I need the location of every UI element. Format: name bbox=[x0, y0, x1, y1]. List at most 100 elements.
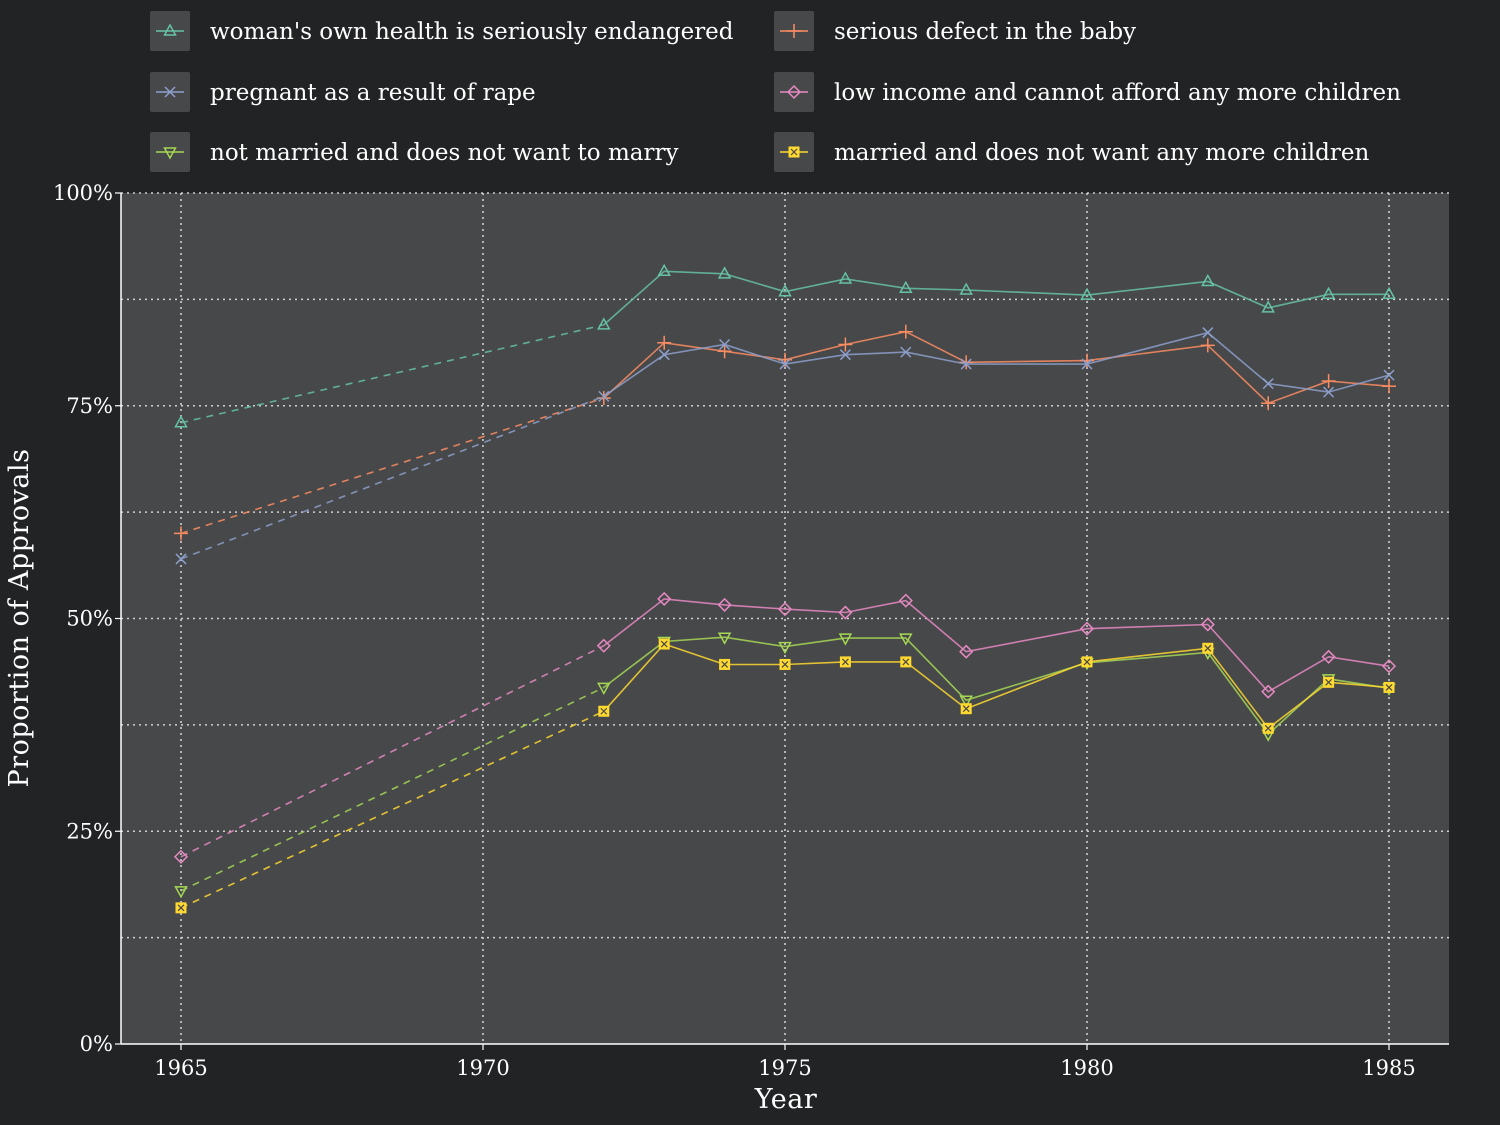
data-point bbox=[959, 355, 974, 370]
data-point bbox=[898, 324, 913, 339]
marker-shape bbox=[838, 605, 853, 620]
data-point bbox=[960, 358, 972, 370]
marker-shape bbox=[1264, 724, 1272, 732]
legend-item-defect: serious defect in the baby bbox=[774, 11, 1136, 51]
series-line bbox=[603, 598, 1390, 693]
data-point bbox=[1262, 722, 1274, 734]
marker-shape bbox=[778, 641, 792, 655]
data-point bbox=[1081, 656, 1093, 668]
marker-shape bbox=[163, 147, 177, 160]
data-point bbox=[1323, 386, 1335, 398]
data-point bbox=[1321, 286, 1336, 300]
data-point bbox=[839, 656, 851, 668]
marker-shape bbox=[778, 284, 792, 297]
data-point bbox=[838, 605, 853, 620]
data-point bbox=[900, 656, 912, 668]
data-point bbox=[717, 344, 732, 359]
data-point bbox=[778, 641, 792, 655]
marker-shape bbox=[1323, 386, 1335, 398]
data-point bbox=[1081, 358, 1093, 370]
data-point bbox=[657, 591, 672, 606]
marker-shape bbox=[902, 658, 910, 666]
legend-label: woman's own health is seriously endanger… bbox=[210, 19, 734, 45]
data-point bbox=[1382, 379, 1396, 394]
marker-shape bbox=[1383, 369, 1395, 381]
data-point bbox=[779, 358, 791, 370]
data-point bbox=[597, 317, 611, 330]
x-tick-label: 1965 bbox=[154, 1056, 207, 1080]
marker-shape bbox=[719, 338, 731, 351]
marker-shape bbox=[1385, 684, 1393, 691]
marker-shape bbox=[721, 661, 729, 668]
series-health bbox=[174, 263, 1396, 428]
y-tick-label: 50% bbox=[66, 607, 113, 631]
marker-shape bbox=[717, 266, 732, 279]
data-point bbox=[1321, 649, 1336, 664]
data-point bbox=[779, 658, 791, 670]
y-tick-label: 75% bbox=[66, 394, 113, 418]
marker-shape bbox=[1325, 678, 1333, 686]
marker-shape bbox=[1081, 358, 1093, 370]
marker-shape bbox=[839, 349, 851, 361]
data-point bbox=[1261, 684, 1276, 699]
legend-item-health: woman's own health is seriously endanger… bbox=[150, 11, 734, 51]
legend-swatch-marker bbox=[786, 84, 802, 100]
marker-shape bbox=[174, 886, 188, 899]
data-point bbox=[838, 271, 853, 284]
marker-shape bbox=[1204, 644, 1212, 652]
data-point bbox=[1200, 338, 1215, 353]
marker-shape bbox=[1202, 327, 1214, 339]
data-point bbox=[597, 682, 611, 695]
y-tick-label: 100% bbox=[53, 181, 113, 205]
data-point bbox=[657, 335, 672, 350]
data-point bbox=[717, 266, 732, 279]
data-point bbox=[717, 597, 732, 612]
tick-labels: 0% 25% 50% 75% 100% 1965 1970 1975 1980 1985 bbox=[53, 181, 1416, 1080]
data-point bbox=[174, 415, 188, 428]
marker-shape bbox=[598, 390, 610, 402]
data-point bbox=[598, 390, 610, 402]
data-point bbox=[900, 346, 912, 358]
data-point bbox=[657, 263, 671, 277]
series-line bbox=[603, 330, 1390, 405]
legend-label: married and does not want any more child… bbox=[834, 140, 1369, 166]
data-point bbox=[1200, 617, 1215, 632]
marker-shape bbox=[658, 349, 670, 361]
marker-shape bbox=[164, 86, 176, 98]
x-axis-title: Year bbox=[754, 1084, 817, 1115]
series-gap-segment bbox=[180, 395, 605, 560]
marker-shape bbox=[781, 661, 789, 668]
marker-shape bbox=[841, 658, 849, 666]
data-point bbox=[658, 349, 670, 361]
legend-swatch-marker bbox=[788, 146, 800, 158]
data-point bbox=[838, 337, 853, 352]
x-tick-label: 1975 bbox=[758, 1056, 811, 1080]
marker-shape bbox=[717, 632, 732, 645]
data-point bbox=[174, 886, 188, 899]
marker-shape bbox=[597, 317, 611, 330]
marker-shape bbox=[1321, 649, 1336, 664]
series-line bbox=[603, 331, 1390, 398]
marker-shape bbox=[790, 148, 798, 156]
data-point bbox=[1202, 327, 1214, 339]
data-point bbox=[658, 638, 670, 650]
data-point bbox=[960, 703, 972, 715]
marker-shape bbox=[786, 84, 802, 100]
data-point bbox=[838, 633, 853, 646]
legend-swatch-marker bbox=[787, 24, 801, 38]
marker-shape bbox=[177, 904, 185, 912]
marker-shape bbox=[597, 682, 611, 695]
series-line bbox=[603, 636, 1390, 736]
legend-item-not-married: not married and does not want to marry bbox=[150, 132, 678, 172]
marker-shape bbox=[838, 633, 853, 646]
legend-swatch-marker bbox=[163, 23, 177, 36]
series-defect bbox=[174, 324, 1396, 541]
data-point bbox=[598, 705, 610, 717]
series-gap-segment bbox=[180, 686, 605, 892]
data-point bbox=[1381, 659, 1397, 674]
marker-shape bbox=[777, 602, 793, 617]
data-point bbox=[898, 593, 913, 608]
data-point bbox=[717, 632, 732, 645]
marker-shape bbox=[1382, 286, 1396, 300]
